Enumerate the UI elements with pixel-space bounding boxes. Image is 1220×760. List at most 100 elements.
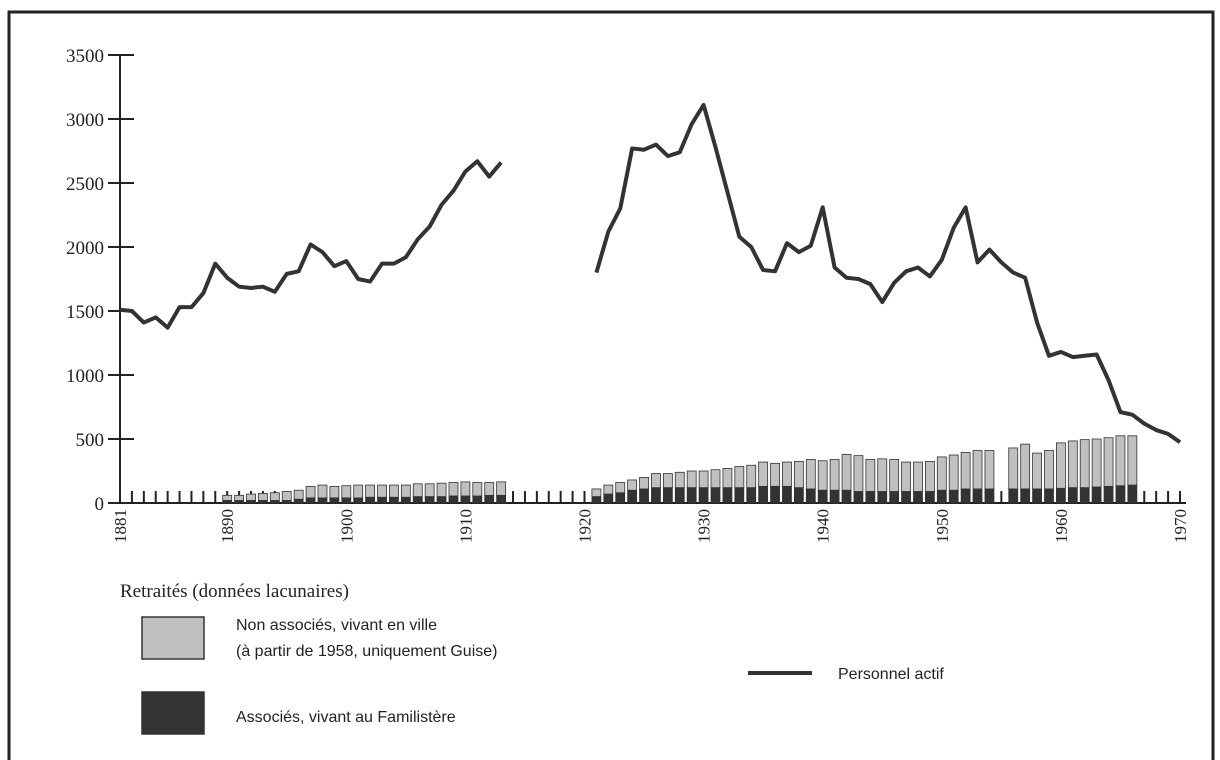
bar xyxy=(948,489,959,504)
bar xyxy=(817,489,828,504)
bar xyxy=(829,489,840,504)
bar xyxy=(460,495,471,504)
bar xyxy=(877,458,888,492)
y-tick-label: 1500 xyxy=(66,302,104,323)
bar xyxy=(222,494,233,501)
bar xyxy=(662,473,673,489)
bar xyxy=(639,476,649,490)
bar xyxy=(1115,485,1126,504)
bar xyxy=(389,484,399,498)
bar xyxy=(353,497,364,504)
y-tick-label: 1000 xyxy=(66,366,104,387)
bar xyxy=(269,492,280,501)
bar xyxy=(853,491,864,504)
bar xyxy=(1055,442,1066,489)
bar xyxy=(913,461,923,492)
bar xyxy=(924,460,935,492)
bar xyxy=(615,492,626,504)
bar xyxy=(924,491,935,504)
bar xyxy=(305,485,316,499)
bar xyxy=(746,464,757,489)
bar xyxy=(853,455,864,492)
bar xyxy=(901,461,911,492)
bar xyxy=(1044,450,1054,490)
bar xyxy=(424,483,435,497)
bar xyxy=(484,494,495,504)
frame xyxy=(7,10,1215,760)
bar xyxy=(960,488,971,504)
bar xyxy=(674,487,685,504)
x-tick-label: 1960 xyxy=(1052,509,1071,543)
bar xyxy=(258,492,268,501)
bar xyxy=(817,460,828,491)
y-tick-label: 0 xyxy=(95,494,105,515)
bar xyxy=(365,484,376,498)
bar xyxy=(496,481,507,496)
bar xyxy=(734,487,745,504)
bar xyxy=(496,494,507,504)
legend-label: Personnel actif xyxy=(838,666,944,683)
bar xyxy=(722,487,733,504)
bar xyxy=(686,470,697,489)
bar xyxy=(889,459,900,492)
bar xyxy=(936,489,947,504)
bar xyxy=(1008,488,1019,504)
bar xyxy=(793,460,804,489)
bar xyxy=(472,482,483,497)
bar xyxy=(591,488,602,498)
bar xyxy=(734,466,745,489)
x-tick-label: 1920 xyxy=(575,509,594,543)
bar xyxy=(603,484,614,495)
bar xyxy=(674,471,685,489)
bar xyxy=(782,485,792,504)
bar xyxy=(841,453,852,491)
x-tick-label: 1910 xyxy=(456,509,475,543)
bar xyxy=(948,454,959,491)
bar xyxy=(1079,439,1090,489)
bar xyxy=(960,452,971,490)
bar xyxy=(353,484,364,499)
bar xyxy=(805,488,816,504)
y-tick-label: 500 xyxy=(76,430,105,451)
bar xyxy=(365,496,376,504)
legend-swatch xyxy=(141,691,205,735)
bar xyxy=(436,496,447,504)
bar xyxy=(400,484,411,498)
bar xyxy=(913,491,923,504)
bar xyxy=(793,487,804,504)
bar xyxy=(710,469,721,489)
bar xyxy=(662,487,673,504)
bar xyxy=(627,489,638,504)
bar xyxy=(293,489,304,500)
bar xyxy=(865,459,876,492)
bar xyxy=(936,456,947,491)
bar xyxy=(686,487,697,504)
y-tick-label: 3000 xyxy=(66,110,104,131)
bar xyxy=(972,488,983,504)
legend-title: Retraités (données lacunaires) xyxy=(120,581,349,602)
bar xyxy=(472,495,483,504)
bar xyxy=(591,496,602,504)
bar xyxy=(1032,452,1042,490)
bar xyxy=(829,459,840,491)
bar xyxy=(329,497,340,504)
bar xyxy=(317,497,328,504)
bar xyxy=(901,491,911,504)
bar xyxy=(1008,447,1019,490)
bar xyxy=(889,491,900,504)
bar xyxy=(770,462,780,487)
x-tick-label: 1890 xyxy=(218,509,237,543)
x-tick-label: 1950 xyxy=(933,509,952,543)
bar xyxy=(1091,486,1102,504)
bar xyxy=(400,496,411,504)
bar xyxy=(782,461,792,487)
bar xyxy=(281,491,292,501)
bar xyxy=(448,495,459,504)
bar xyxy=(603,493,614,504)
bar xyxy=(448,482,459,497)
bar xyxy=(341,497,352,504)
bar xyxy=(710,487,721,504)
bar xyxy=(972,450,983,490)
bar xyxy=(246,493,256,501)
